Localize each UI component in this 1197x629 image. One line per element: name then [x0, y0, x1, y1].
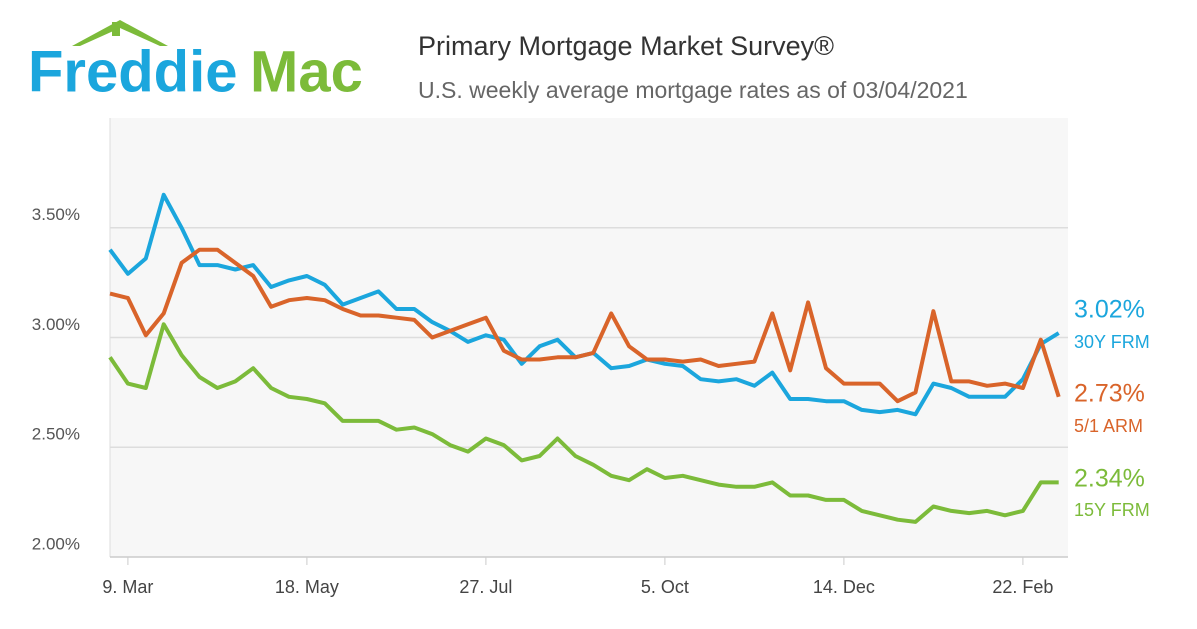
x-tick-label: 22. Feb: [992, 577, 1053, 597]
x-tick-label: 9. Mar: [102, 577, 153, 597]
x-tick-label: 18. May: [275, 577, 339, 597]
x-tick-label: 27. Jul: [459, 577, 512, 597]
value-label: 2.34%: [1074, 465, 1145, 493]
value-label: 3.02%: [1074, 296, 1145, 324]
chart-title: Primary Mortgage Market Survey®: [418, 31, 834, 61]
logo-text: Freddie: [28, 39, 238, 104]
logo-chimney: [112, 22, 120, 36]
x-tick-label: 5. Oct: [641, 577, 689, 597]
series-label: 5/1 ARM: [1074, 416, 1143, 436]
series-label: 30Y FRM: [1074, 332, 1150, 352]
series-label: 15Y FRM: [1074, 500, 1150, 520]
y-tick-label: 3.50%: [32, 205, 80, 224]
y-tick-label: 2.00%: [32, 534, 80, 553]
line: [109, 247, 1061, 404]
y-tick-label: 3.00%: [32, 315, 80, 334]
logo-text: Mac: [250, 39, 363, 104]
x-tick-label: 14. Dec: [813, 577, 875, 597]
y-tick-label: 2.50%: [32, 425, 80, 444]
chart-subtitle: U.S. weekly average mortgage rates as of…: [418, 77, 968, 103]
line: [108, 322, 1059, 524]
value-label: 2.73%: [1074, 380, 1145, 408]
